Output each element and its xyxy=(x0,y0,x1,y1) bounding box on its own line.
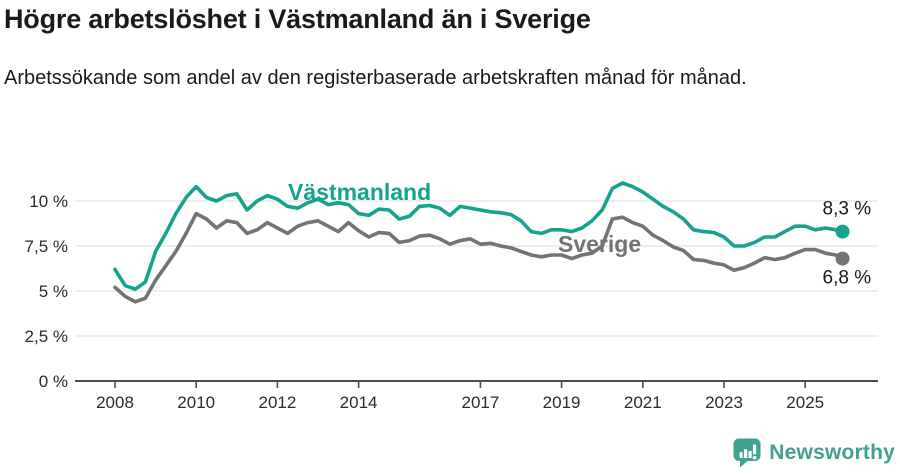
y-tick-label: 7,5 % xyxy=(25,237,68,256)
logo-bar-3 xyxy=(748,451,752,458)
x-tick-label: 2023 xyxy=(705,393,743,412)
newsworthy-logo-link[interactable]: Newsworthy xyxy=(732,437,895,468)
logo-exclamation-bar xyxy=(753,444,757,455)
end-dot-västmanland xyxy=(835,224,850,239)
series-line-västmanland xyxy=(113,181,845,291)
newsworthy-logo-icon xyxy=(733,438,761,468)
chart-subtitle: Arbetssökande som andel av den registerb… xyxy=(4,67,747,89)
speech-bubble-tail xyxy=(740,460,749,468)
x-tick-label: 2017 xyxy=(461,393,499,412)
x-tick-label: 2021 xyxy=(624,393,662,412)
y-tick-label: 5 % xyxy=(39,282,68,301)
end-dot-sverige xyxy=(835,251,850,266)
end-value-label-västmanland: 8,3 % xyxy=(823,199,872,220)
newsworthy-logo-text: Newsworthy xyxy=(769,440,895,464)
x-tick-label: 2010 xyxy=(177,393,215,412)
y-tick-label: 10 % xyxy=(29,192,68,211)
series-line-sverige xyxy=(113,211,845,304)
logo-exclamation-dot xyxy=(752,455,757,460)
x-tick-label: 2025 xyxy=(786,393,824,412)
y-tick-label: 0 % xyxy=(39,372,68,391)
chart-title: Högre arbetslöshet i Västmanland än i Sv… xyxy=(4,4,591,34)
x-tick-label: 2012 xyxy=(258,393,296,412)
series-label-sverige: Sverige xyxy=(558,231,641,257)
x-tick-label: 2014 xyxy=(340,393,378,412)
x-tick-label: 2008 xyxy=(96,393,134,412)
series-label-vastmanland: Västmanland xyxy=(288,179,431,205)
plot-area: 0 % 2,5 % 5 % 7,5 % 10 % 2008 2010 2012 2014 2017… xyxy=(25,181,878,412)
y-tick-label: 2,5 % xyxy=(25,327,68,346)
logo-bar-2 xyxy=(744,449,748,458)
end-value-label-sverige: 6,8 % xyxy=(823,268,872,289)
logo-bar-1 xyxy=(739,452,743,458)
x-tick-label: 2019 xyxy=(543,393,581,412)
